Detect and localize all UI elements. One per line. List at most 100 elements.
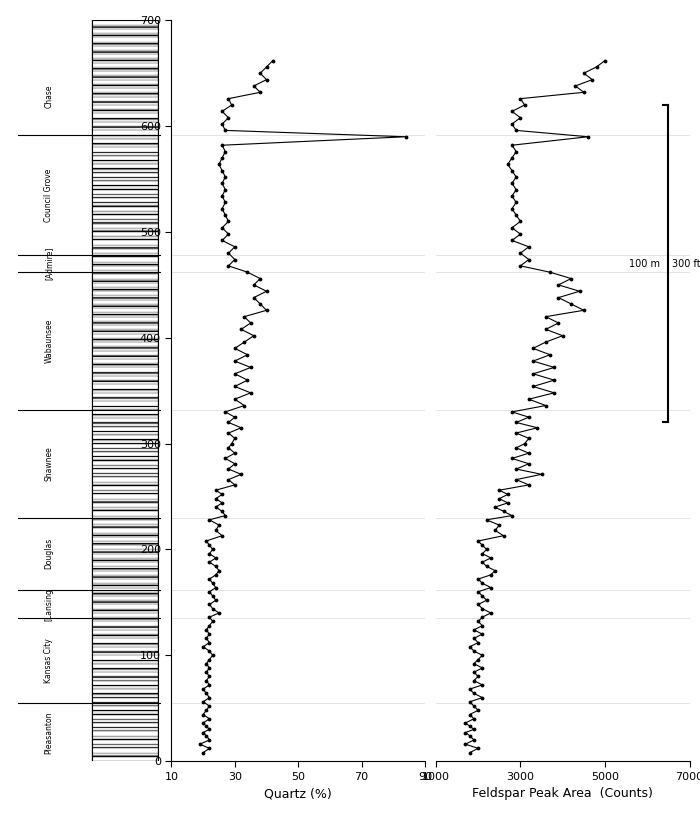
Bar bbox=[92, 388, 158, 393]
Bar bbox=[92, 397, 158, 401]
Bar bbox=[92, 317, 158, 321]
Bar bbox=[92, 101, 158, 105]
Bar bbox=[92, 753, 158, 757]
Bar bbox=[92, 659, 158, 663]
Bar bbox=[92, 249, 158, 253]
Bar bbox=[92, 592, 158, 596]
Bar bbox=[92, 732, 158, 736]
Bar bbox=[92, 266, 158, 270]
Text: [Lansing: [Lansing bbox=[45, 588, 53, 621]
Bar bbox=[92, 76, 158, 80]
Bar bbox=[92, 634, 158, 638]
Bar bbox=[92, 689, 158, 694]
Bar bbox=[92, 647, 158, 651]
Bar bbox=[92, 435, 158, 440]
Bar bbox=[92, 642, 158, 647]
Bar bbox=[92, 685, 158, 689]
Bar bbox=[92, 351, 158, 355]
Bar bbox=[92, 198, 158, 203]
Bar bbox=[92, 418, 158, 422]
Bar bbox=[92, 88, 158, 92]
Bar bbox=[92, 554, 158, 558]
Bar bbox=[92, 457, 158, 461]
Bar bbox=[92, 278, 158, 282]
Bar bbox=[92, 190, 158, 194]
Bar bbox=[92, 740, 158, 744]
Bar bbox=[92, 630, 158, 634]
Bar bbox=[92, 186, 158, 190]
Bar bbox=[92, 245, 158, 249]
Bar bbox=[92, 757, 158, 761]
Bar bbox=[92, 130, 158, 134]
Bar bbox=[92, 270, 158, 274]
Bar bbox=[92, 240, 158, 245]
Bar bbox=[92, 579, 158, 584]
Bar bbox=[92, 33, 158, 37]
Bar bbox=[92, 668, 158, 672]
Bar bbox=[92, 486, 158, 490]
Bar bbox=[92, 711, 158, 715]
Bar bbox=[92, 499, 158, 503]
Bar bbox=[92, 151, 158, 155]
Bar bbox=[92, 698, 158, 702]
Bar bbox=[92, 431, 158, 435]
Bar bbox=[92, 440, 158, 444]
Bar bbox=[92, 321, 158, 325]
Bar bbox=[92, 20, 158, 761]
Bar bbox=[92, 422, 158, 427]
Bar bbox=[92, 92, 158, 97]
Bar bbox=[92, 575, 158, 579]
Bar bbox=[92, 168, 158, 173]
Bar bbox=[92, 507, 158, 511]
Bar bbox=[92, 702, 158, 706]
Bar bbox=[92, 304, 158, 309]
Bar bbox=[92, 609, 158, 613]
Bar bbox=[92, 748, 158, 753]
Bar bbox=[92, 37, 158, 42]
Bar bbox=[92, 549, 158, 554]
Bar bbox=[92, 203, 158, 207]
Bar bbox=[92, 300, 158, 304]
Bar bbox=[92, 228, 158, 232]
Bar bbox=[92, 613, 158, 617]
Bar bbox=[92, 490, 158, 494]
Bar bbox=[92, 80, 158, 84]
Bar bbox=[92, 330, 158, 334]
Bar bbox=[92, 155, 158, 160]
Bar bbox=[92, 380, 158, 384]
Text: Shawnee: Shawnee bbox=[45, 446, 53, 481]
Bar bbox=[92, 465, 158, 469]
Bar bbox=[92, 651, 158, 655]
Bar bbox=[92, 134, 158, 139]
Text: Pleasanton: Pleasanton bbox=[45, 711, 53, 754]
Text: Council Grove: Council Grove bbox=[45, 168, 53, 221]
Bar bbox=[92, 20, 158, 24]
Text: Kansas City: Kansas City bbox=[45, 638, 53, 683]
Text: [Admire]: [Admire] bbox=[45, 247, 53, 281]
Bar bbox=[92, 211, 158, 215]
Bar bbox=[92, 719, 158, 723]
Text: Douglas: Douglas bbox=[45, 538, 53, 569]
Bar bbox=[92, 558, 158, 562]
Bar bbox=[92, 164, 158, 168]
Bar bbox=[92, 257, 158, 261]
Bar bbox=[92, 494, 158, 499]
Bar bbox=[92, 536, 158, 541]
Bar bbox=[92, 313, 158, 317]
Bar bbox=[92, 562, 158, 567]
Bar bbox=[92, 105, 158, 109]
Bar bbox=[92, 617, 158, 621]
Bar bbox=[92, 215, 158, 219]
Bar bbox=[92, 59, 158, 63]
Bar bbox=[92, 147, 158, 151]
Bar bbox=[92, 567, 158, 571]
Bar bbox=[92, 325, 158, 330]
Bar bbox=[92, 655, 158, 659]
Bar bbox=[92, 541, 158, 545]
Bar bbox=[92, 715, 158, 719]
Bar bbox=[92, 672, 158, 676]
Bar bbox=[92, 621, 158, 626]
Bar bbox=[92, 681, 158, 685]
Bar bbox=[92, 28, 158, 33]
Bar bbox=[92, 727, 158, 732]
